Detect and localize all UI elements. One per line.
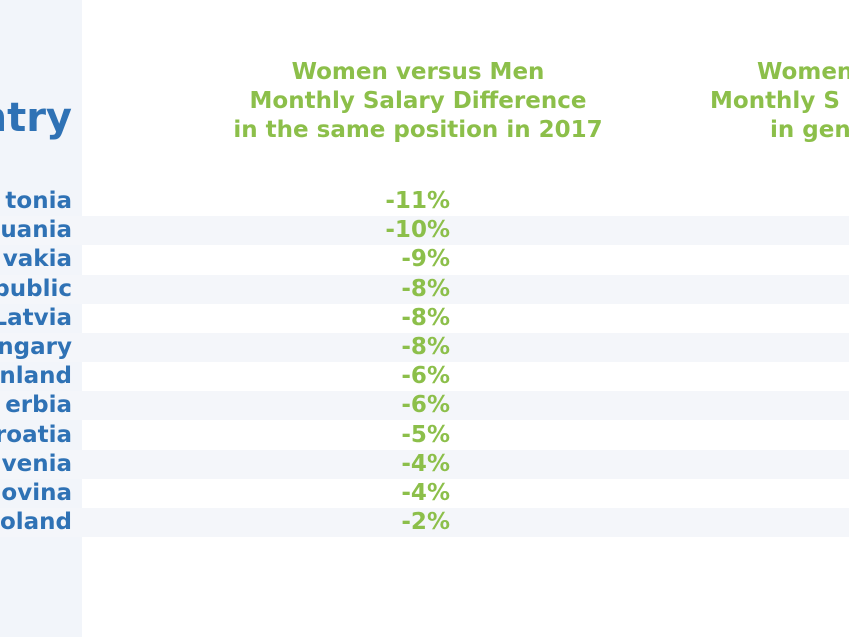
column-title: in the same position in 2017 [233, 117, 603, 143]
country-name: nland [0, 363, 72, 390]
row-stripe [0, 274, 849, 304]
salary-difference: -8% [401, 275, 450, 302]
salary-difference: -6% [401, 392, 450, 419]
country-name: ovina [1, 480, 72, 506]
column-title: Women [757, 59, 849, 85]
country-name: public [0, 275, 72, 302]
country-name: vakia [2, 246, 72, 273]
salary-difference: -6% [401, 363, 450, 390]
row-stripe [0, 216, 849, 246]
salary-difference: -11% [385, 188, 450, 214]
country-name: tonia [5, 188, 72, 214]
column-title: Women versus Men [291, 59, 545, 85]
country-name: venia [1, 450, 72, 477]
row-stripe [0, 391, 849, 421]
country-name: uania [0, 217, 72, 244]
salary-difference: -8% [401, 334, 450, 360]
row-stripe [0, 508, 849, 538]
salary-difference: -4% [401, 480, 450, 506]
salary-difference: -2% [401, 509, 450, 536]
column-title: Monthly Salary Difference [249, 88, 587, 114]
salary-difference: -9% [401, 246, 450, 273]
country-name: roatia [0, 421, 72, 448]
salary-difference: -8% [401, 304, 450, 331]
salary-difference: -4% [401, 450, 450, 477]
salary-difference: -10% [385, 217, 450, 244]
country-name: oland [0, 509, 72, 536]
salary-difference: -5% [401, 421, 450, 448]
column-title: Monthly S [710, 88, 840, 114]
row-stripe [0, 333, 849, 362]
country-header: ntry [0, 95, 72, 141]
country-name: ngary [0, 334, 72, 360]
column-title: in gen [770, 117, 849, 143]
country-name: erbia [5, 392, 72, 419]
country-name: Latvia [0, 304, 72, 331]
row-stripe [0, 449, 849, 479]
